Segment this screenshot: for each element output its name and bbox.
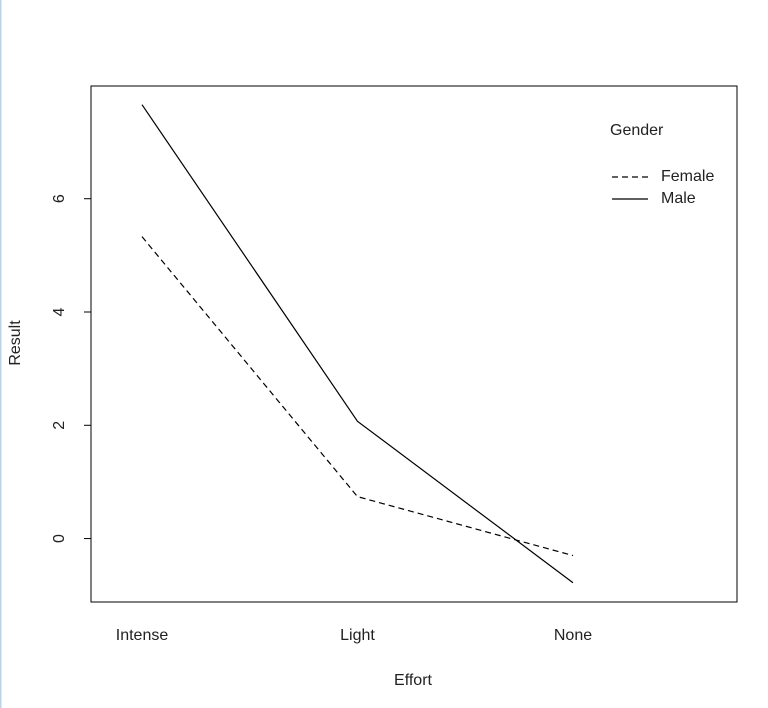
x-tick-label: Intense [116,627,169,644]
legend-label: Male [661,190,696,207]
x-axis-label: Effort [394,672,433,689]
y-tick-label: 0 [51,534,68,543]
y-axis-label: Result [7,320,24,366]
legend-title: Gender [610,122,664,139]
x-tick-label: None [554,627,592,644]
y-tick-label: 4 [51,307,68,316]
y-tick-label: 2 [51,421,68,430]
series-line [141,236,574,557]
y-tick-label: 6 [51,194,68,203]
plot-box [90,85,738,603]
legend-label: Female [661,168,714,185]
series-line [141,104,574,584]
x-tick-label: Light [340,627,375,644]
